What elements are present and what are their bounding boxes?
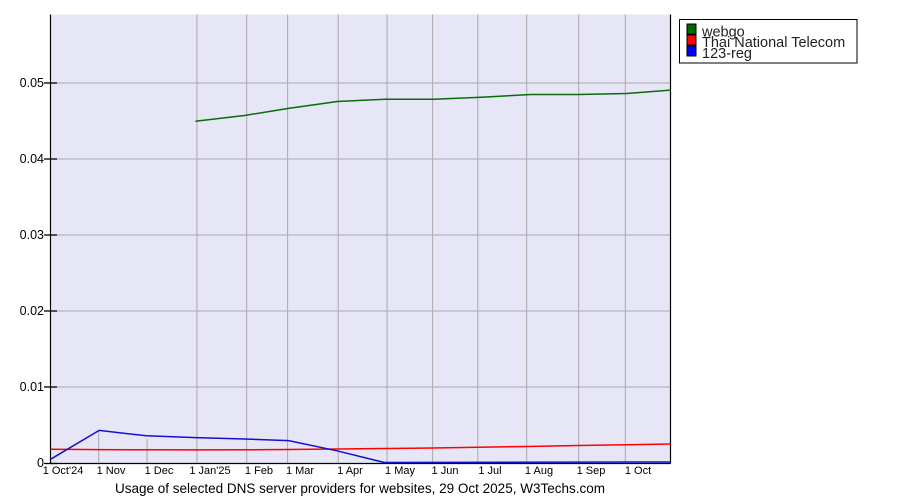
svg-text:1 Aug: 1 Aug [525, 465, 553, 477]
svg-text:1 Jan'25: 1 Jan'25 [189, 465, 230, 477]
svg-text:1 Apr: 1 Apr [337, 465, 363, 477]
svg-text:1 Sep: 1 Sep [577, 465, 606, 477]
svg-text:1 Dec: 1 Dec [145, 465, 174, 477]
svg-text:0.05: 0.05 [20, 76, 44, 90]
svg-text:Usage of selected DNS server p: Usage of selected DNS server providers f… [115, 481, 605, 496]
svg-text:1 Oct: 1 Oct [625, 465, 651, 477]
svg-text:0.01: 0.01 [20, 380, 44, 394]
svg-text:1 Mar: 1 Mar [286, 465, 314, 477]
svg-text:1 Feb: 1 Feb [245, 465, 273, 477]
svg-text:0.02: 0.02 [20, 304, 44, 318]
svg-text:123-reg: 123-reg [702, 46, 752, 62]
svg-text:0.03: 0.03 [20, 228, 44, 242]
svg-text:1 Oct'24: 1 Oct'24 [43, 465, 84, 477]
svg-text:0.04: 0.04 [20, 152, 44, 166]
svg-text:1 Jul: 1 Jul [478, 465, 501, 477]
svg-text:1 Nov: 1 Nov [97, 465, 126, 477]
svg-text:1 May: 1 May [385, 465, 415, 477]
svg-text:1 Jun: 1 Jun [432, 465, 459, 477]
